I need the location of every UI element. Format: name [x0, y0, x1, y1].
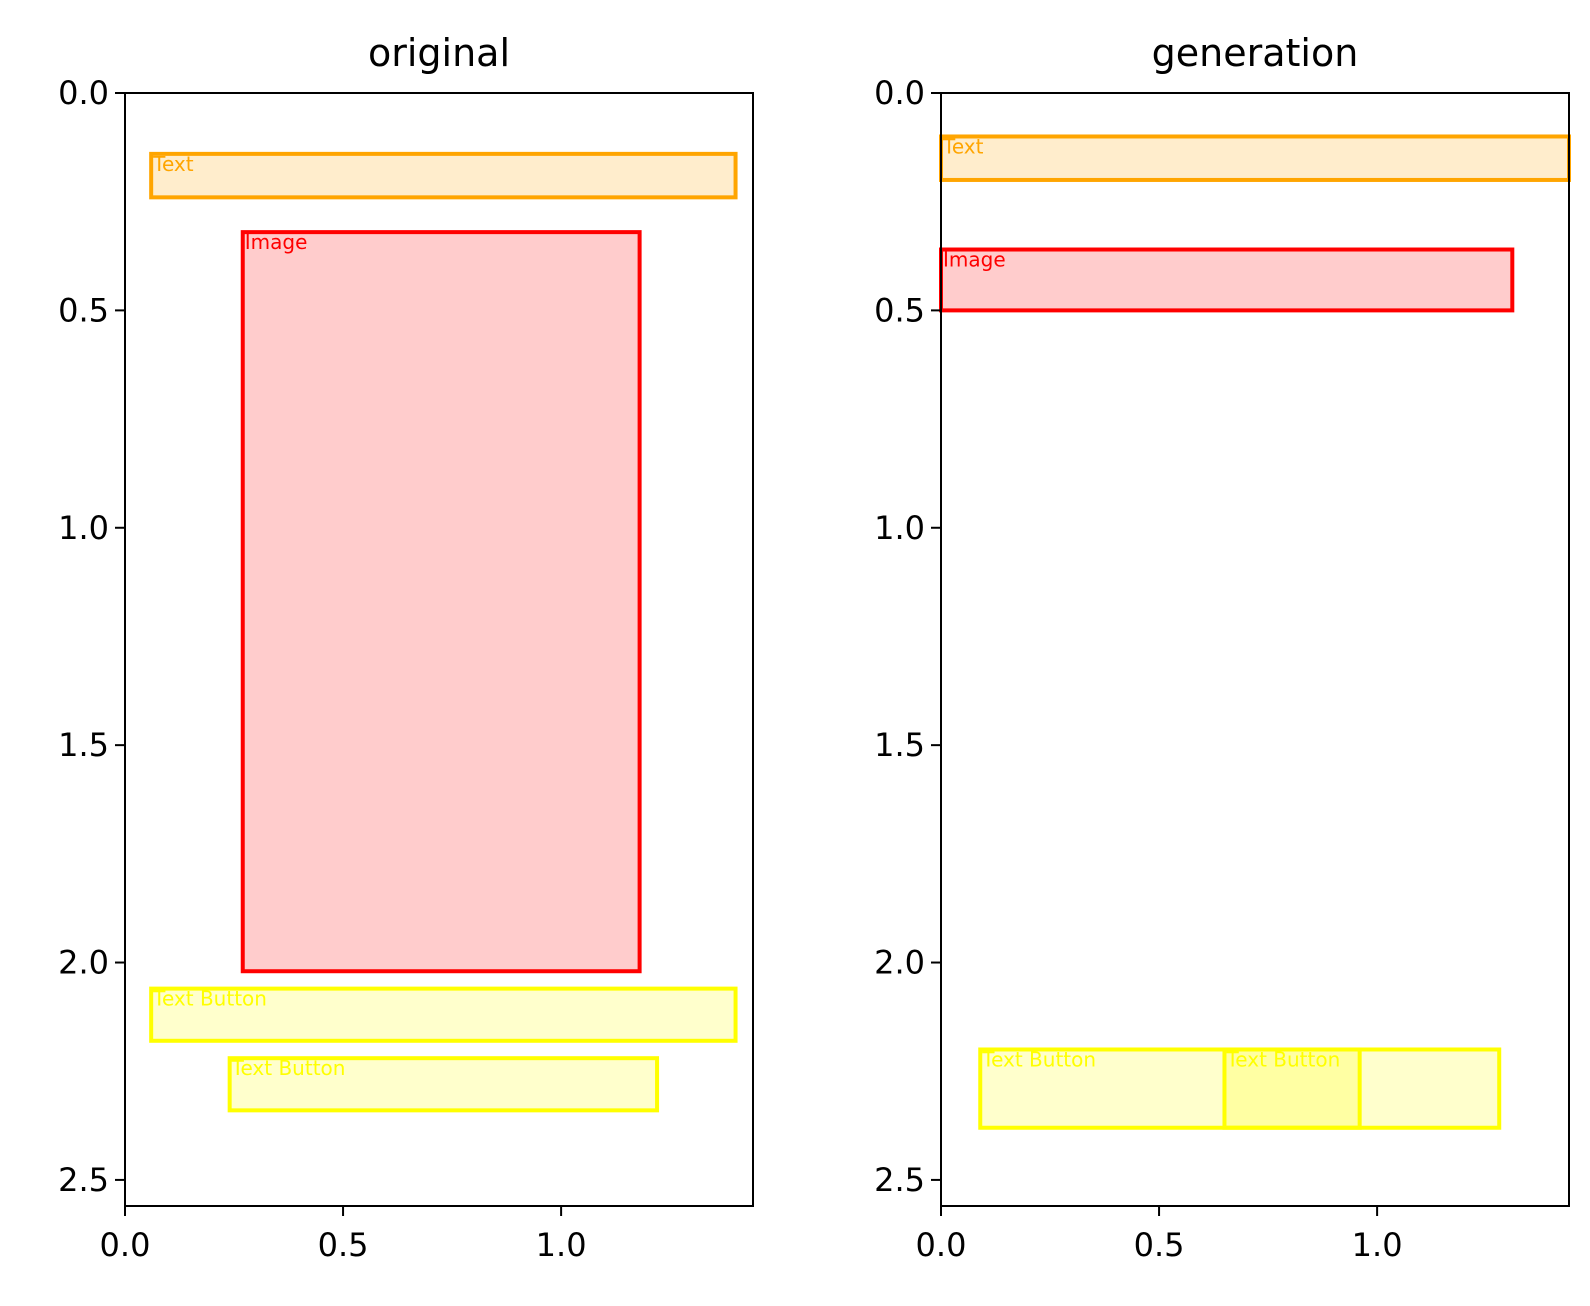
bbox-label-1-1: Image: [943, 248, 1006, 272]
bbox-label-0-2: Text Button: [152, 987, 267, 1011]
x-tick-label-1-0: 0.0: [916, 1226, 967, 1264]
y-tick-label-1-4: 2.0: [874, 944, 925, 982]
bbox-label-0-3: Text Button: [231, 1056, 346, 1080]
chart-panel-0: Text Image Text Button Text Button original 0…: [58, 31, 754, 1264]
bbox-label-0-1: Image: [245, 230, 308, 254]
x-tick-label-0-2: 1.0: [536, 1226, 587, 1264]
y-tick-label-0-3: 1.5: [58, 726, 109, 764]
y-tick-label-0-1: 0.5: [58, 291, 109, 329]
chart-panel-1: Text Image Text Button Text Button generatio…: [874, 31, 1571, 1264]
bbox-label-0-0: Text: [152, 152, 194, 176]
bbox-label-1-3: Text Button: [1225, 1047, 1340, 1071]
y-tick-label-1-0: 0.0: [874, 74, 925, 112]
axes-frame-0: [124, 92, 754, 1207]
x-tick-label-1-2: 1.0: [1352, 1226, 1403, 1264]
y-tick-label-1-1: 0.5: [874, 291, 925, 329]
bbox-label-1-2: Text Button: [981, 1047, 1096, 1071]
y-tick-label-1-3: 1.5: [874, 726, 925, 764]
bbox-1-2: [978, 1047, 1362, 1130]
bbox-1-0: [939, 134, 1571, 182]
bbox-label-1-0: Text: [942, 134, 984, 158]
x-tick-label-1-1: 0.5: [1134, 1226, 1185, 1264]
bbox-1-1: [939, 247, 1515, 313]
x-tick-label-0-0: 0.0: [100, 1226, 151, 1264]
y-tick-label-1-5: 2.5: [874, 1161, 925, 1199]
bbox-0-3: [227, 1056, 660, 1113]
bbox-1-3: [1222, 1047, 1502, 1130]
bbox-0-1: [240, 230, 642, 974]
bbox-0-0: [149, 151, 738, 200]
y-tick-label-0-4: 2.0: [58, 944, 109, 982]
y-tick-label-1-2: 1.0: [874, 509, 925, 547]
bbox-0-2: [149, 986, 738, 1043]
axes-frame-1: [940, 92, 1570, 1207]
x-tick-label-0-1: 0.5: [318, 1226, 369, 1264]
chart-title-1: generation: [1152, 31, 1359, 75]
chart-title-0: original: [368, 31, 510, 75]
y-tick-label-0-2: 1.0: [58, 509, 109, 547]
y-tick-label-0-5: 2.5: [58, 1161, 109, 1199]
y-tick-label-0-0: 0.0: [58, 74, 109, 112]
